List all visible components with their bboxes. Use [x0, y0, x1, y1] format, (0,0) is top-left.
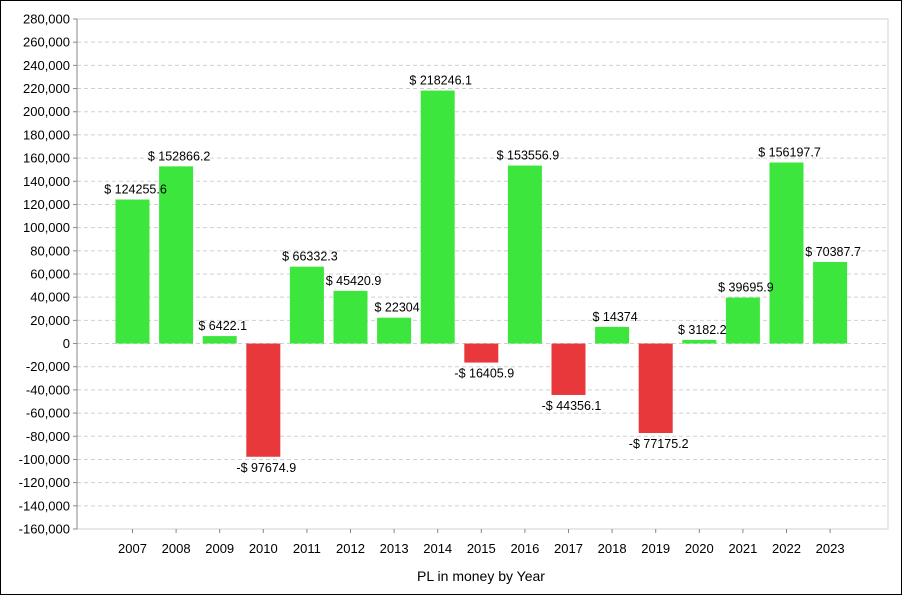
x-axis-title: PL in money by Year [417, 568, 545, 584]
y-tick-label: 60,000 [30, 267, 70, 282]
y-axis: 280,000 260,000 240,000 220,000 200,000 180,0… [19, 12, 78, 537]
data-label: $ 22304 [375, 301, 420, 315]
bar [202, 336, 237, 344]
x-tick-label: 2016 [510, 541, 539, 556]
x-tick-label: 2022 [772, 541, 801, 556]
x-tick-label: 2008 [162, 541, 191, 556]
bars [115, 90, 848, 457]
y-tick-label: 240,000 [23, 58, 70, 73]
bar [159, 166, 194, 344]
grid-lines [76, 18, 889, 530]
y-tick-label: -40,000 [26, 382, 70, 397]
data-label: $ 152866.2 [148, 149, 211, 163]
x-tick-label: 2017 [554, 541, 583, 556]
x-tick-label: 2018 [598, 541, 627, 556]
x-tick-label: 2015 [467, 541, 496, 556]
bar [638, 343, 673, 433]
data-label: $ 124255.6 [104, 183, 167, 197]
data-label: $ 45420.9 [326, 274, 382, 288]
bar [595, 326, 630, 344]
y-tick-label: 260,000 [23, 35, 70, 50]
x-tick-label: 2019 [641, 541, 670, 556]
data-label: $ 6422.1 [198, 319, 247, 333]
bar [246, 343, 281, 457]
bar [289, 266, 324, 344]
y-tick-label: 220,000 [23, 81, 70, 96]
x-tick-label: 2013 [380, 541, 409, 556]
y-tick-label: 40,000 [30, 290, 70, 305]
data-label: $ 218246.1 [409, 74, 472, 88]
x-tick-label: 2009 [205, 541, 234, 556]
data-labels: $ 124255.6 $ 152866.2 $ 6422.1 -$ 97674.9 $ … [104, 74, 861, 475]
y-tick-label: 140,000 [23, 174, 70, 189]
y-tick-label: 100,000 [23, 220, 70, 235]
y-tick-label: -20,000 [26, 359, 70, 374]
y-tick-label: 0 [63, 336, 70, 351]
y-tick-label: 200,000 [23, 104, 70, 119]
data-label: -$ 97674.9 [236, 461, 296, 475]
y-tick-label: -160,000 [19, 522, 70, 537]
bar [464, 343, 499, 363]
data-label: -$ 77175.2 [629, 437, 689, 451]
y-tick-label: 160,000 [23, 151, 70, 166]
x-tick-label: 2021 [728, 541, 757, 556]
y-tick-label: -100,000 [19, 452, 70, 467]
y-tick-label: 20,000 [30, 313, 70, 328]
x-tick-label: 2010 [249, 541, 278, 556]
x-axis: 2007 2008 2009 2010 2011 2012 2013 2014 2015 2016… [118, 529, 845, 556]
bar [377, 317, 412, 344]
data-label: $ 156197.7 [758, 145, 821, 159]
data-label: -$ 44356.1 [542, 399, 602, 413]
data-label: $ 66332.3 [282, 250, 338, 264]
data-label: $ 39695.9 [718, 281, 774, 295]
data-label: -$ 16405.9 [454, 367, 514, 381]
y-tick-label: -80,000 [26, 429, 70, 444]
bar [420, 90, 455, 344]
x-tick-label: 2012 [336, 541, 365, 556]
data-label: $ 153556.9 [497, 149, 560, 163]
bar [682, 339, 717, 344]
data-label: $ 3182.2 [678, 323, 727, 337]
bar [507, 165, 542, 344]
bar [769, 162, 804, 344]
y-tick-label: 120,000 [23, 197, 70, 212]
bar [115, 199, 150, 344]
x-tick-label: 2011 [293, 541, 321, 556]
y-tick-label: 180,000 [23, 127, 70, 142]
x-tick-label: 2007 [118, 541, 147, 556]
bar [551, 343, 586, 395]
x-tick-label: 2020 [685, 541, 714, 556]
y-tick-label: -140,000 [19, 498, 70, 513]
y-tick-label: 280,000 [23, 12, 70, 27]
data-label: $ 14374 [593, 310, 638, 324]
bar [333, 290, 368, 344]
data-label: $ 70387.7 [805, 245, 861, 259]
bar [813, 261, 848, 344]
y-tick-label: -120,000 [19, 475, 70, 490]
y-tick-label: -60,000 [26, 406, 70, 421]
x-tick-label: 2014 [423, 541, 452, 556]
bar [725, 297, 760, 344]
x-tick-label: 2023 [816, 541, 845, 556]
y-tick-label: 80,000 [30, 243, 70, 258]
